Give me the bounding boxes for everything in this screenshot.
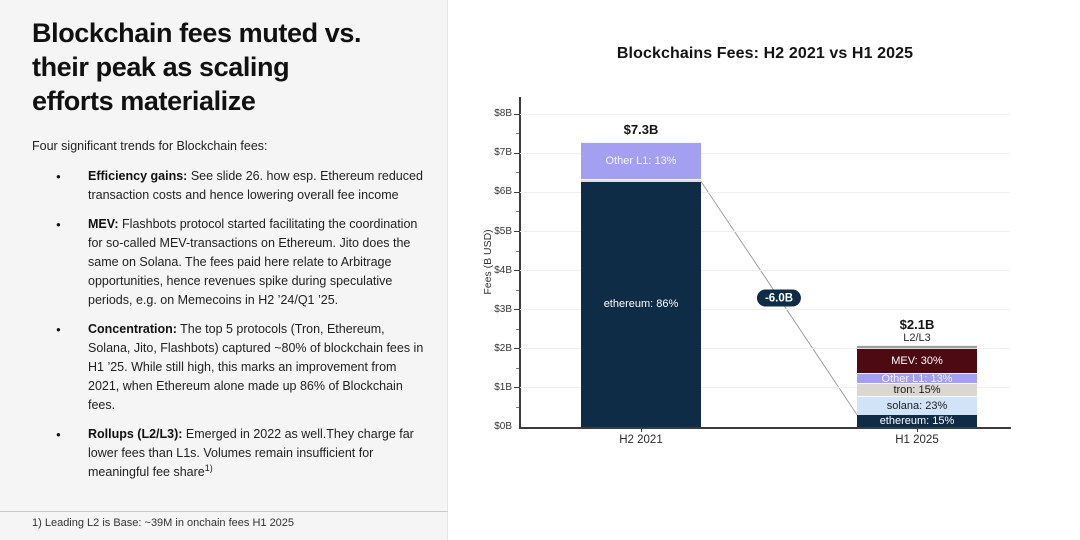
y-minor-tick-mark (516, 172, 519, 174)
bar-segment-other-l1: Other L1: 13% (581, 141, 701, 179)
segment-outside-label-l2-l3: L2/L3 (903, 331, 931, 344)
y-tick-mark (514, 191, 519, 193)
bullet-list: ● Efficiency gains: See slide 26. how esp… (32, 167, 424, 482)
bar-segment-tron: tron: 15% (857, 383, 977, 397)
bullet-text: Rollups (L2/L3): Emerged in 2022 as well… (88, 425, 424, 482)
x-tick-mark (640, 428, 642, 432)
segment-label: solana: 23% (886, 399, 948, 412)
bar-segment-ethereum: ethereum: 15% (857, 414, 977, 427)
segment-label: Other L1: 13% (881, 372, 953, 385)
bar-segment-ethereum: ethereum: 86% (581, 181, 701, 427)
bullet-text: MEV: Flashbots protocol started facilita… (88, 215, 424, 310)
y-tick-mark (514, 348, 519, 350)
bullet-text: Efficiency gains: See slide 26. how esp.… (88, 167, 424, 205)
bullet-body: Emerged in 2022 as well.They charge far … (88, 427, 414, 479)
chart-panel: Blockchains Fees: H2 2021 vs H1 2025 Fee… (449, 0, 1080, 540)
gridline (520, 348, 1010, 350)
chart-title: Blockchains Fees: H2 2021 vs H1 2025 (616, 45, 914, 62)
y-axis-line (519, 97, 521, 428)
segment-label: ethereum: 86% (603, 298, 679, 311)
y-minor-tick-mark (516, 367, 519, 369)
bar-segment-other-l1: Other L1: 13% (857, 372, 977, 385)
bullet-body: Flashbots protocol started facilitating … (88, 217, 418, 307)
annotation-pill: -6.0B (756, 289, 802, 307)
bullet-lead: Rollups (L2/L3): (88, 427, 183, 441)
bullet-body: See slide 26. how esp. Ethereum reduced … (88, 169, 423, 202)
gridline (520, 152, 1010, 154)
bullet-item: ● Efficiency gains: See slide 26. how esp… (32, 167, 424, 205)
x-category-label: H1 2025 (895, 434, 939, 446)
y-minor-tick-mark (516, 289, 519, 291)
y-tick-mark (514, 152, 519, 154)
bullet-marker-icon: ● (56, 172, 61, 181)
segment-label: ethereum: 15% (879, 414, 955, 427)
bar-total-label: $2.1B (899, 316, 935, 332)
footnote-reference: 1) (204, 462, 213, 473)
left-text-panel: Blockchain fees muted vs. their peak as … (0, 0, 448, 540)
y-tick-label: $6B (494, 186, 512, 198)
segment-label: tron: 15% (893, 384, 941, 397)
gridline (520, 309, 1010, 311)
y-minor-tick-mark (516, 211, 519, 213)
y-axis-title: Fees (B USD) (482, 229, 494, 295)
bullet-marker-icon: ● (56, 220, 61, 229)
y-tick-label: $2B (494, 342, 512, 354)
y-tick-mark (514, 231, 519, 232)
footnote: 1) Leading L2 is Base: ~39M in onchain f… (32, 517, 295, 529)
gridline (520, 191, 1010, 193)
bar-segment-solana: solana: 23% (857, 395, 977, 415)
segment-label: MEV: 30% (891, 354, 943, 367)
y-tick-mark (514, 387, 519, 389)
gridline (520, 113, 1010, 115)
x-axis-line (519, 427, 1011, 429)
y-tick-label: $1B (494, 381, 512, 393)
y-tick-label: $0B (494, 421, 512, 432)
bullet-lead: Concentration: (88, 322, 177, 336)
bullet-marker-icon: ● (56, 430, 61, 439)
y-tick-mark (514, 309, 519, 311)
plot-area: $0B $1B $2B $3B $4B $5B $6B $7B $8B ethereum: 86%… (494, 97, 1011, 446)
segment-label: Other L1: 13% (605, 154, 677, 167)
y-tick-label: $4B (494, 264, 512, 276)
x-category-label: H2 2021 (619, 434, 663, 446)
bullet-body: The top 5 protocols (Tron, Ethereum, Sol… (88, 322, 424, 412)
x-tick-mark (916, 428, 918, 432)
y-minor-tick-mark (516, 406, 519, 408)
y-minor-tick-mark (516, 328, 519, 330)
bullet-item: ● MEV: Flashbots protocol started facilit… (32, 215, 424, 310)
slide-title: Blockchain fees muted vs. their peak as … (32, 18, 362, 116)
gridline (520, 231, 1010, 232)
bullet-lead: MEV: (88, 217, 119, 231)
y-tick-mark (514, 270, 519, 272)
bullet-item: ● Rollups (L2/L3): Emerged in 2022 as wel… (32, 425, 424, 482)
intro-text: Four significant trends for Blockchain f… (32, 139, 268, 153)
bar-segment-minor-sliver (581, 178, 701, 182)
bullet-text: Concentration: The top 5 protocols (Tron… (88, 320, 424, 415)
y-tick-label: $5B (494, 225, 512, 237)
y-tick-label: $7B (494, 147, 512, 159)
gridline (520, 270, 1010, 272)
y-minor-tick-mark (516, 133, 519, 135)
y-tick-label: $3B (494, 303, 512, 315)
bullet-lead: Efficiency gains: (88, 169, 188, 183)
bullet-marker-icon: ● (56, 325, 61, 334)
bar-total-label: $7.3B (623, 121, 659, 137)
bar-segment-mev: MEV: 30% (857, 348, 977, 373)
footnote-divider (0, 511, 448, 512)
y-minor-tick-mark (516, 250, 519, 252)
left-panel-content: Blockchain fees muted vs. their peak as … (32, 16, 424, 492)
gridline (520, 387, 1010, 389)
y-tick-mark (514, 113, 519, 115)
y-tick-label: $8B (494, 108, 512, 120)
bullet-item: ● Concentration: The top 5 protocols (Tro… (32, 320, 424, 415)
bar-segment-l2-l3 (857, 344, 977, 349)
